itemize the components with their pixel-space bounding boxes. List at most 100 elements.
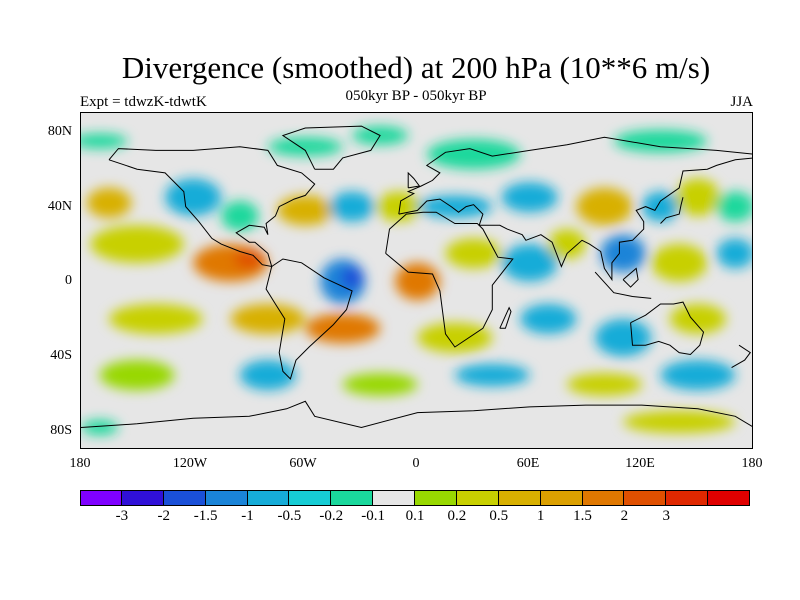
- coastline: [622, 267, 639, 288]
- lon-label-0: 0: [412, 456, 420, 471]
- divergence-map: [81, 125, 752, 436]
- colorbar-tick-label: -0.1: [361, 508, 385, 524]
- coastline: [398, 157, 752, 282]
- colorbar-swatch: [331, 490, 374, 506]
- coastline: [407, 171, 421, 189]
- colorbar-swatch: [498, 490, 541, 506]
- coastline: [731, 344, 752, 369]
- divergence-contour-region: [660, 360, 736, 391]
- divergence-contour-region: [600, 234, 646, 273]
- colorbar-swatch: [415, 490, 457, 506]
- colorbar-swatch: [540, 490, 583, 506]
- colorbar-swatch: [289, 490, 332, 506]
- coastline: [630, 301, 705, 356]
- colorbar-swatch: [121, 490, 164, 506]
- colorbar-tick-label: -1.5: [193, 508, 218, 524]
- divergence-contour-region: [99, 360, 175, 391]
- divergence-contour-region: [445, 238, 502, 269]
- colorbar-tick-label: 0.1: [405, 508, 425, 524]
- divergence-contour-region: [716, 238, 752, 269]
- divergence-contour-region: [716, 191, 752, 222]
- divergence-contour-region: [109, 303, 203, 334]
- colorbar-swatch: [582, 490, 625, 506]
- divergence-contour-region: [395, 262, 440, 301]
- coastline: [398, 136, 752, 215]
- coastline: [281, 125, 381, 170]
- coastline: [265, 258, 353, 380]
- divergence-contour-region: [221, 200, 259, 231]
- colorbar-tick-label: -2: [157, 508, 171, 524]
- lon-label-180w: 180: [69, 456, 91, 471]
- colorbar-tick-label: 0.5: [489, 508, 509, 524]
- colorbar-tick-label: 2: [620, 508, 629, 524]
- divergence-contour-region: [340, 266, 364, 289]
- lat-label-80n: 80N: [47, 124, 72, 139]
- colorbar-swatch: [163, 490, 206, 506]
- colorbar-swatch: [708, 490, 750, 506]
- colorbar-swatch: [624, 490, 667, 506]
- colorbar-swatch: [80, 490, 122, 506]
- colorbar-tick-label: -0.2: [319, 508, 344, 524]
- lon-label-120w: 120W: [172, 456, 208, 471]
- divergence-contour-region: [669, 303, 726, 334]
- lon-label-180e: 180: [741, 456, 763, 471]
- lon-label-120e: 120E: [625, 456, 655, 471]
- divergence-contour-region: [426, 139, 521, 170]
- divergence-contour-region: [277, 195, 334, 226]
- lon-label-60e: 60E: [516, 456, 540, 471]
- colorbar-tick-label: -1: [241, 508, 254, 524]
- colorbar-tick-label: 0.2: [447, 508, 467, 524]
- divergence-contour-region: [641, 191, 680, 222]
- divergence-contour-region: [576, 187, 633, 226]
- divergence-contour-region: [234, 249, 265, 269]
- divergence-contour-region: [520, 303, 577, 334]
- divergence-contour-region: [613, 129, 708, 153]
- period-label: 050kyr BP - 050kyr BP: [345, 88, 487, 104]
- season-label: JJA: [730, 94, 753, 110]
- coastline: [108, 146, 316, 268]
- lat-label-80s: 80S: [50, 423, 72, 438]
- coastline: [499, 306, 512, 329]
- divergence-contour-region: [651, 244, 708, 282]
- colorbar-swatch: [373, 490, 415, 506]
- divergence-contour-region: [623, 410, 736, 434]
- lon-label-60w: 60W: [289, 456, 317, 471]
- coastline: [81, 400, 752, 429]
- coastline: [594, 271, 652, 299]
- experiment-label: Expt = tdwzK-tdwtK: [80, 94, 207, 110]
- divergence-contour-region: [81, 420, 119, 436]
- divergence-contour-region: [548, 229, 586, 260]
- divergence-contour-region: [567, 373, 642, 396]
- divergence-contour-region: [595, 318, 652, 357]
- colorbar-swatch: [247, 490, 290, 506]
- colorbar-tick-label: 3: [662, 508, 671, 524]
- lat-label-40s: 40S: [50, 348, 72, 363]
- divergence-contour-region: [230, 303, 306, 334]
- divergence-contour-region: [81, 133, 128, 149]
- divergence-contour-region: [267, 137, 343, 157]
- divergence-contour-region: [165, 178, 222, 216]
- divergence-contour-region: [454, 363, 530, 387]
- colorbar-swatch: [456, 490, 499, 506]
- divergence-contour-region: [417, 195, 493, 218]
- colorbar: [80, 490, 750, 506]
- divergence-contour-region: [675, 178, 721, 216]
- divergence-contour-region: [501, 182, 558, 213]
- colorbar-swatch: [666, 490, 709, 506]
- divergence-contour-region: [342, 373, 418, 396]
- lat-label-40n: 40N: [47, 199, 72, 214]
- divergence-contour-region: [376, 191, 422, 222]
- chart-title: Divergence (smoothed) at 200 hPa (10**6 …: [121, 50, 711, 85]
- colorbar-tick-label: 1.5: [573, 508, 592, 524]
- colorbar-tick-label: -0.5: [277, 508, 302, 524]
- divergence-contour-region: [501, 244, 558, 282]
- coastline: [660, 197, 684, 224]
- divergence-contour-region: [417, 322, 493, 353]
- divergence-contour-region: [90, 225, 184, 263]
- colorbar-tick-label: 1: [536, 508, 545, 524]
- divergence-contour-region: [239, 360, 296, 391]
- colorbar-swatch: [205, 490, 248, 506]
- lat-label-eq: 0: [65, 273, 72, 288]
- divergence-contour-region: [86, 187, 132, 218]
- divergence-contour-region: [305, 313, 381, 344]
